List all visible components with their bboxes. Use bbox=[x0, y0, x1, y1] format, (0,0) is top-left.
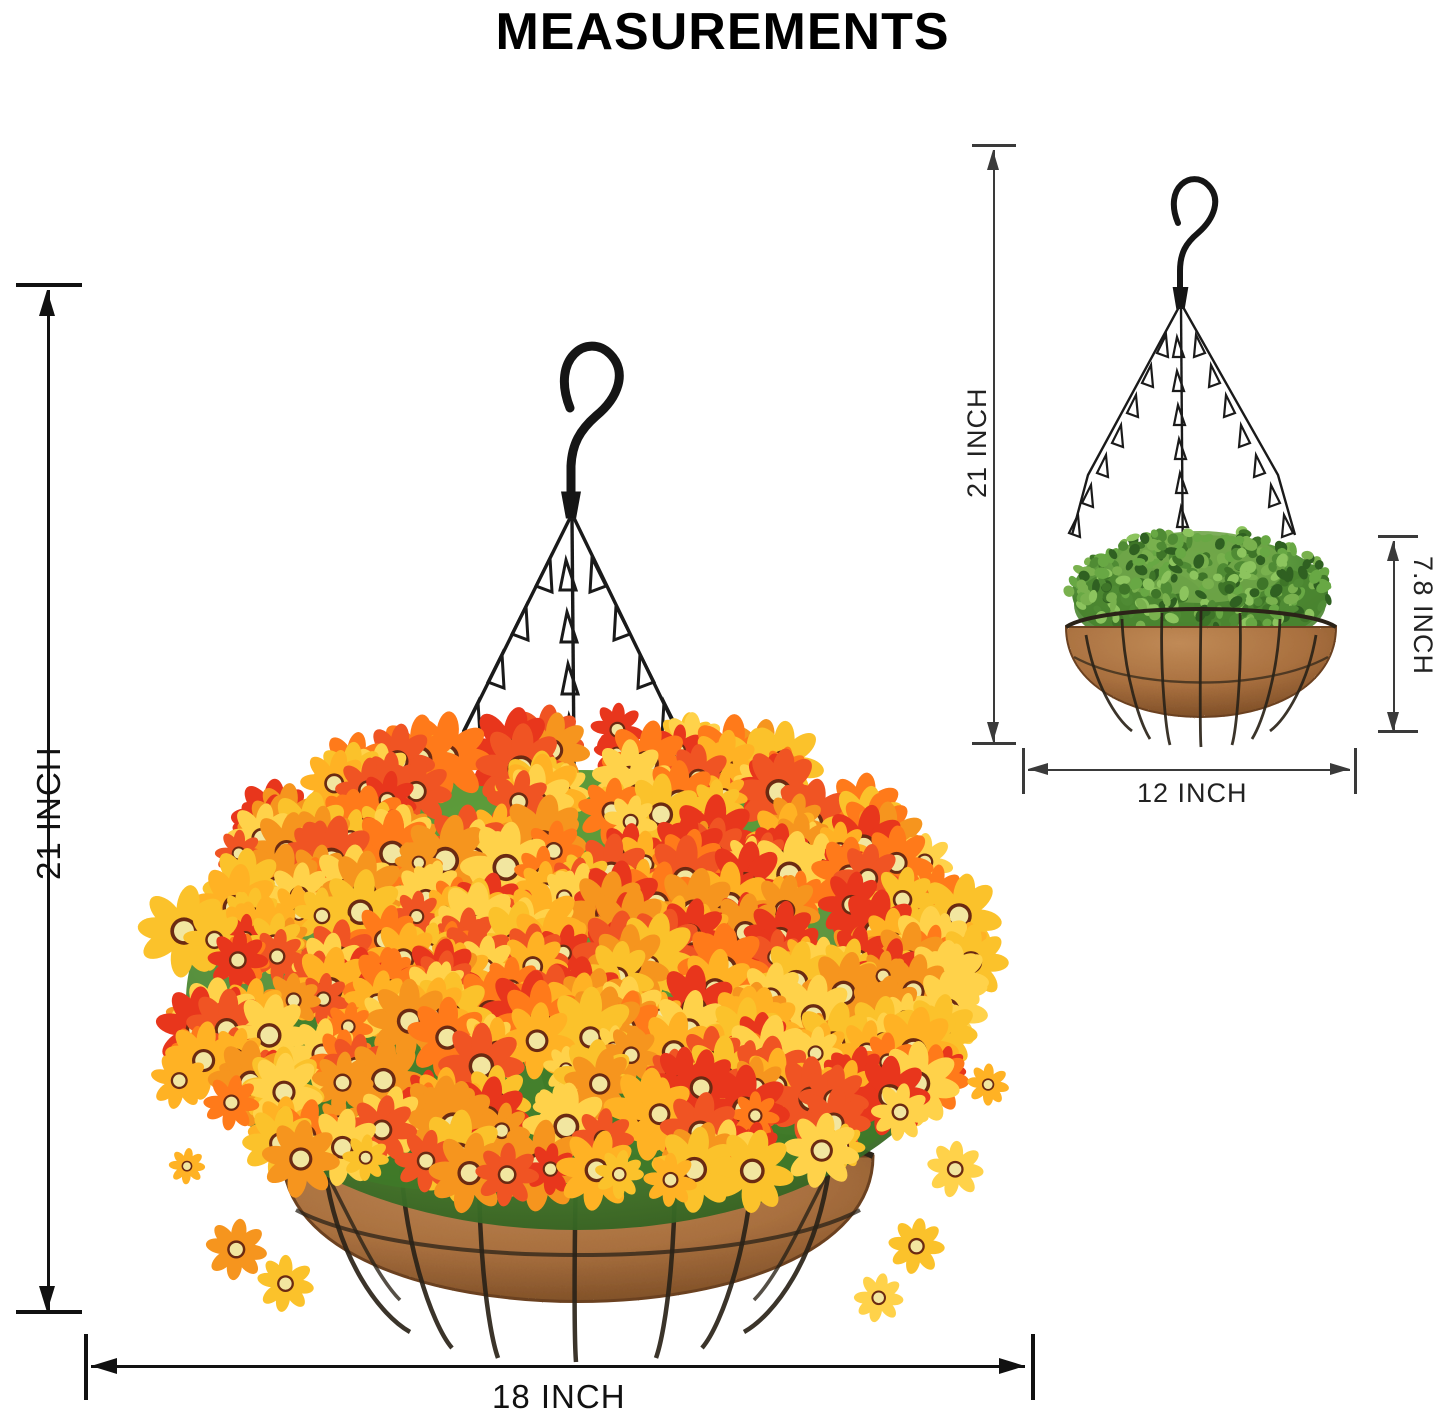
small-basket-chains bbox=[1067, 306, 1297, 576]
page-title: MEASUREMENTS bbox=[495, 3, 950, 61]
small-basket-coco-liner bbox=[1064, 607, 1338, 748]
large-basket-flowers bbox=[137, 702, 1009, 1323]
dim-small-height-label: 21 INCH bbox=[962, 387, 992, 498]
dim-small-width-label: 12 INCH bbox=[1137, 778, 1248, 808]
dim-small-depth-label: 7.8 INCH bbox=[1408, 556, 1438, 676]
dim-large-height-label: 21 INCH bbox=[30, 746, 67, 880]
small-basket-svg bbox=[1063, 176, 1338, 748]
large-basket-hook bbox=[559, 341, 624, 519]
small-basket-boxwood bbox=[1063, 526, 1332, 651]
large-basket-illustration bbox=[80, 280, 1040, 1363]
large-basket-svg bbox=[137, 341, 1009, 1363]
small-basket-hook bbox=[1170, 176, 1219, 309]
dim-large-width-label: 18 INCH bbox=[492, 1378, 626, 1415]
small-basket-illustration bbox=[1010, 175, 1390, 755]
